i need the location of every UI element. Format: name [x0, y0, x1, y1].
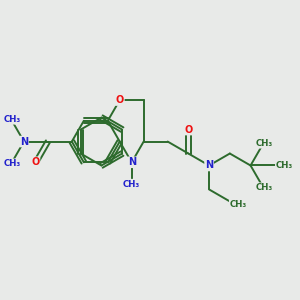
Text: CH₃: CH₃ — [123, 179, 140, 188]
Text: CH₃: CH₃ — [255, 139, 273, 148]
Text: CH₃: CH₃ — [276, 161, 293, 170]
Text: N: N — [128, 157, 136, 167]
Text: CH₃: CH₃ — [3, 159, 21, 168]
Text: N: N — [20, 136, 28, 146]
Text: CH₃: CH₃ — [255, 183, 273, 192]
Text: CH₃: CH₃ — [3, 115, 21, 124]
Text: O: O — [184, 124, 193, 135]
Text: O: O — [116, 95, 124, 105]
Text: CH₃: CH₃ — [230, 200, 247, 209]
Text: O: O — [31, 157, 40, 167]
Text: N: N — [205, 160, 213, 170]
